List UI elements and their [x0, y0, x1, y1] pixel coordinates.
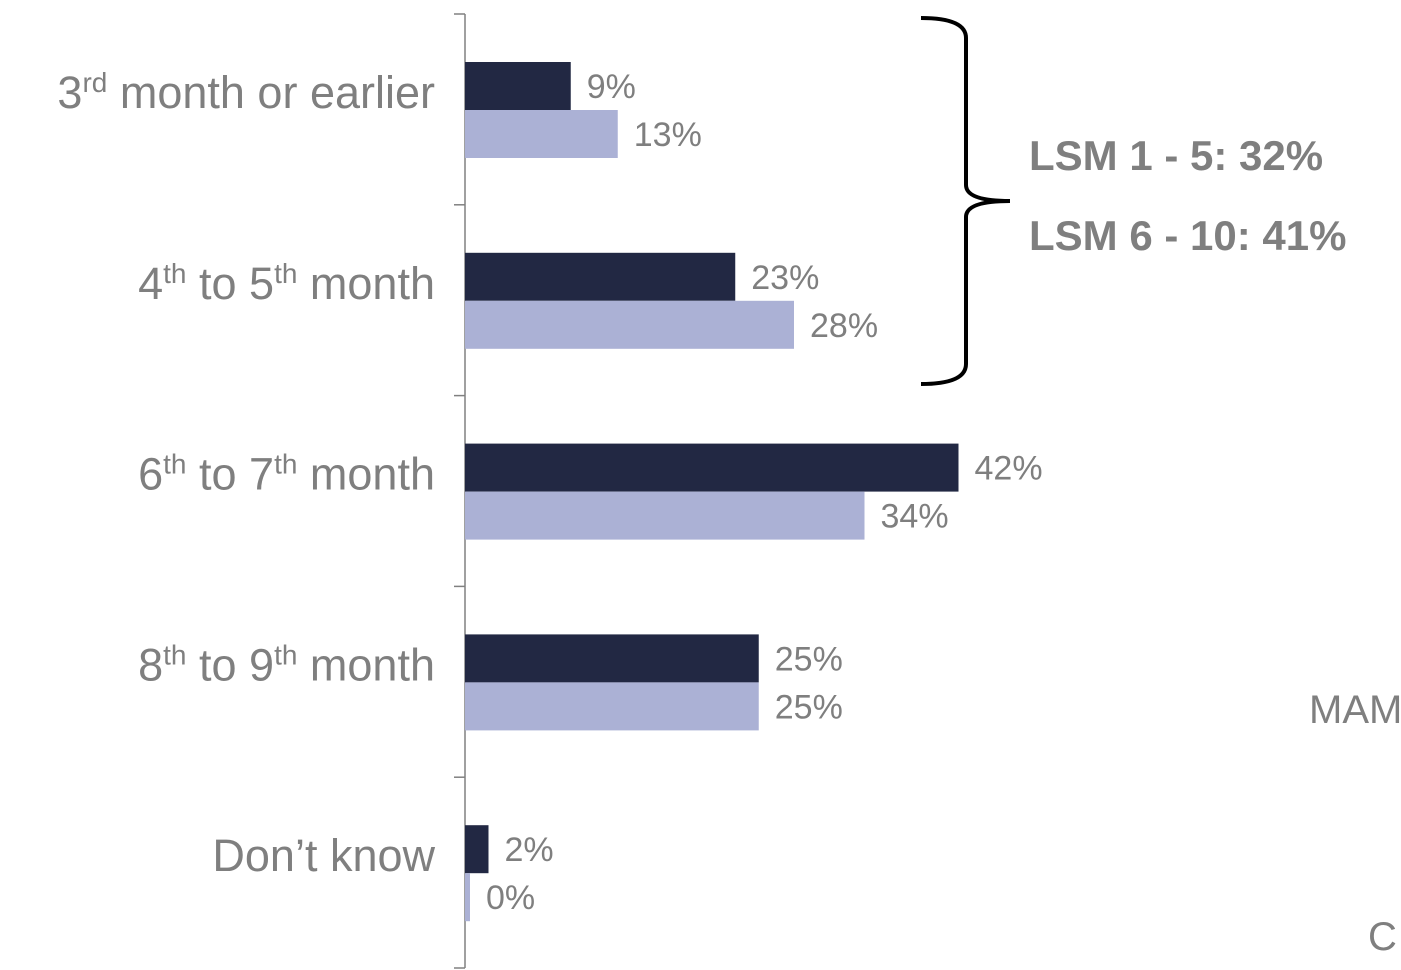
category-label-4: 8th to 9th month	[138, 639, 435, 690]
bar-series-2-5	[465, 873, 470, 922]
data-label-series-1-1: 9%	[587, 68, 636, 106]
category-label-3: 6th to 7th month	[138, 449, 435, 500]
bar-series-2-4	[465, 682, 759, 731]
bracket-summary-2: LSM 6 - 10: 41%	[1029, 212, 1346, 259]
category-label-5: Don’t know	[212, 830, 435, 881]
category-label-1: 3rd month or earlier	[57, 67, 435, 118]
bar-series-2-1	[465, 110, 618, 158]
data-label-series-2-1: 13%	[634, 116, 702, 154]
bar-series-1-4	[465, 634, 759, 683]
data-label-series-2-4: 25%	[775, 688, 843, 726]
data-label-series-2-3: 34%	[881, 498, 949, 536]
bracket-summary-1: LSM 1 - 5: 32%	[1029, 132, 1323, 179]
data-label-series-1-5: 2%	[505, 831, 554, 869]
bar-series-1-1	[465, 62, 571, 110]
bar-series-2-3	[465, 491, 865, 540]
data-label-series-1-2: 23%	[751, 259, 819, 297]
bar-series-1-5	[465, 825, 489, 874]
bracket	[920, 16, 1011, 386]
bar-series-1-3	[465, 443, 959, 492]
data-label-series-1-3: 42%	[975, 450, 1043, 488]
category-label-2: 4th to 5th month	[138, 258, 435, 309]
data-label-series-2-2: 28%	[810, 307, 878, 345]
clipped-text-mam: MAM	[1309, 688, 1401, 732]
data-label-series-1-4: 25%	[775, 640, 843, 678]
clipped-text-c: C	[1368, 915, 1397, 959]
data-label-series-2-5: 0%	[486, 879, 535, 917]
bar-series-1-2	[465, 252, 736, 301]
bar-series-2-2	[465, 300, 794, 349]
